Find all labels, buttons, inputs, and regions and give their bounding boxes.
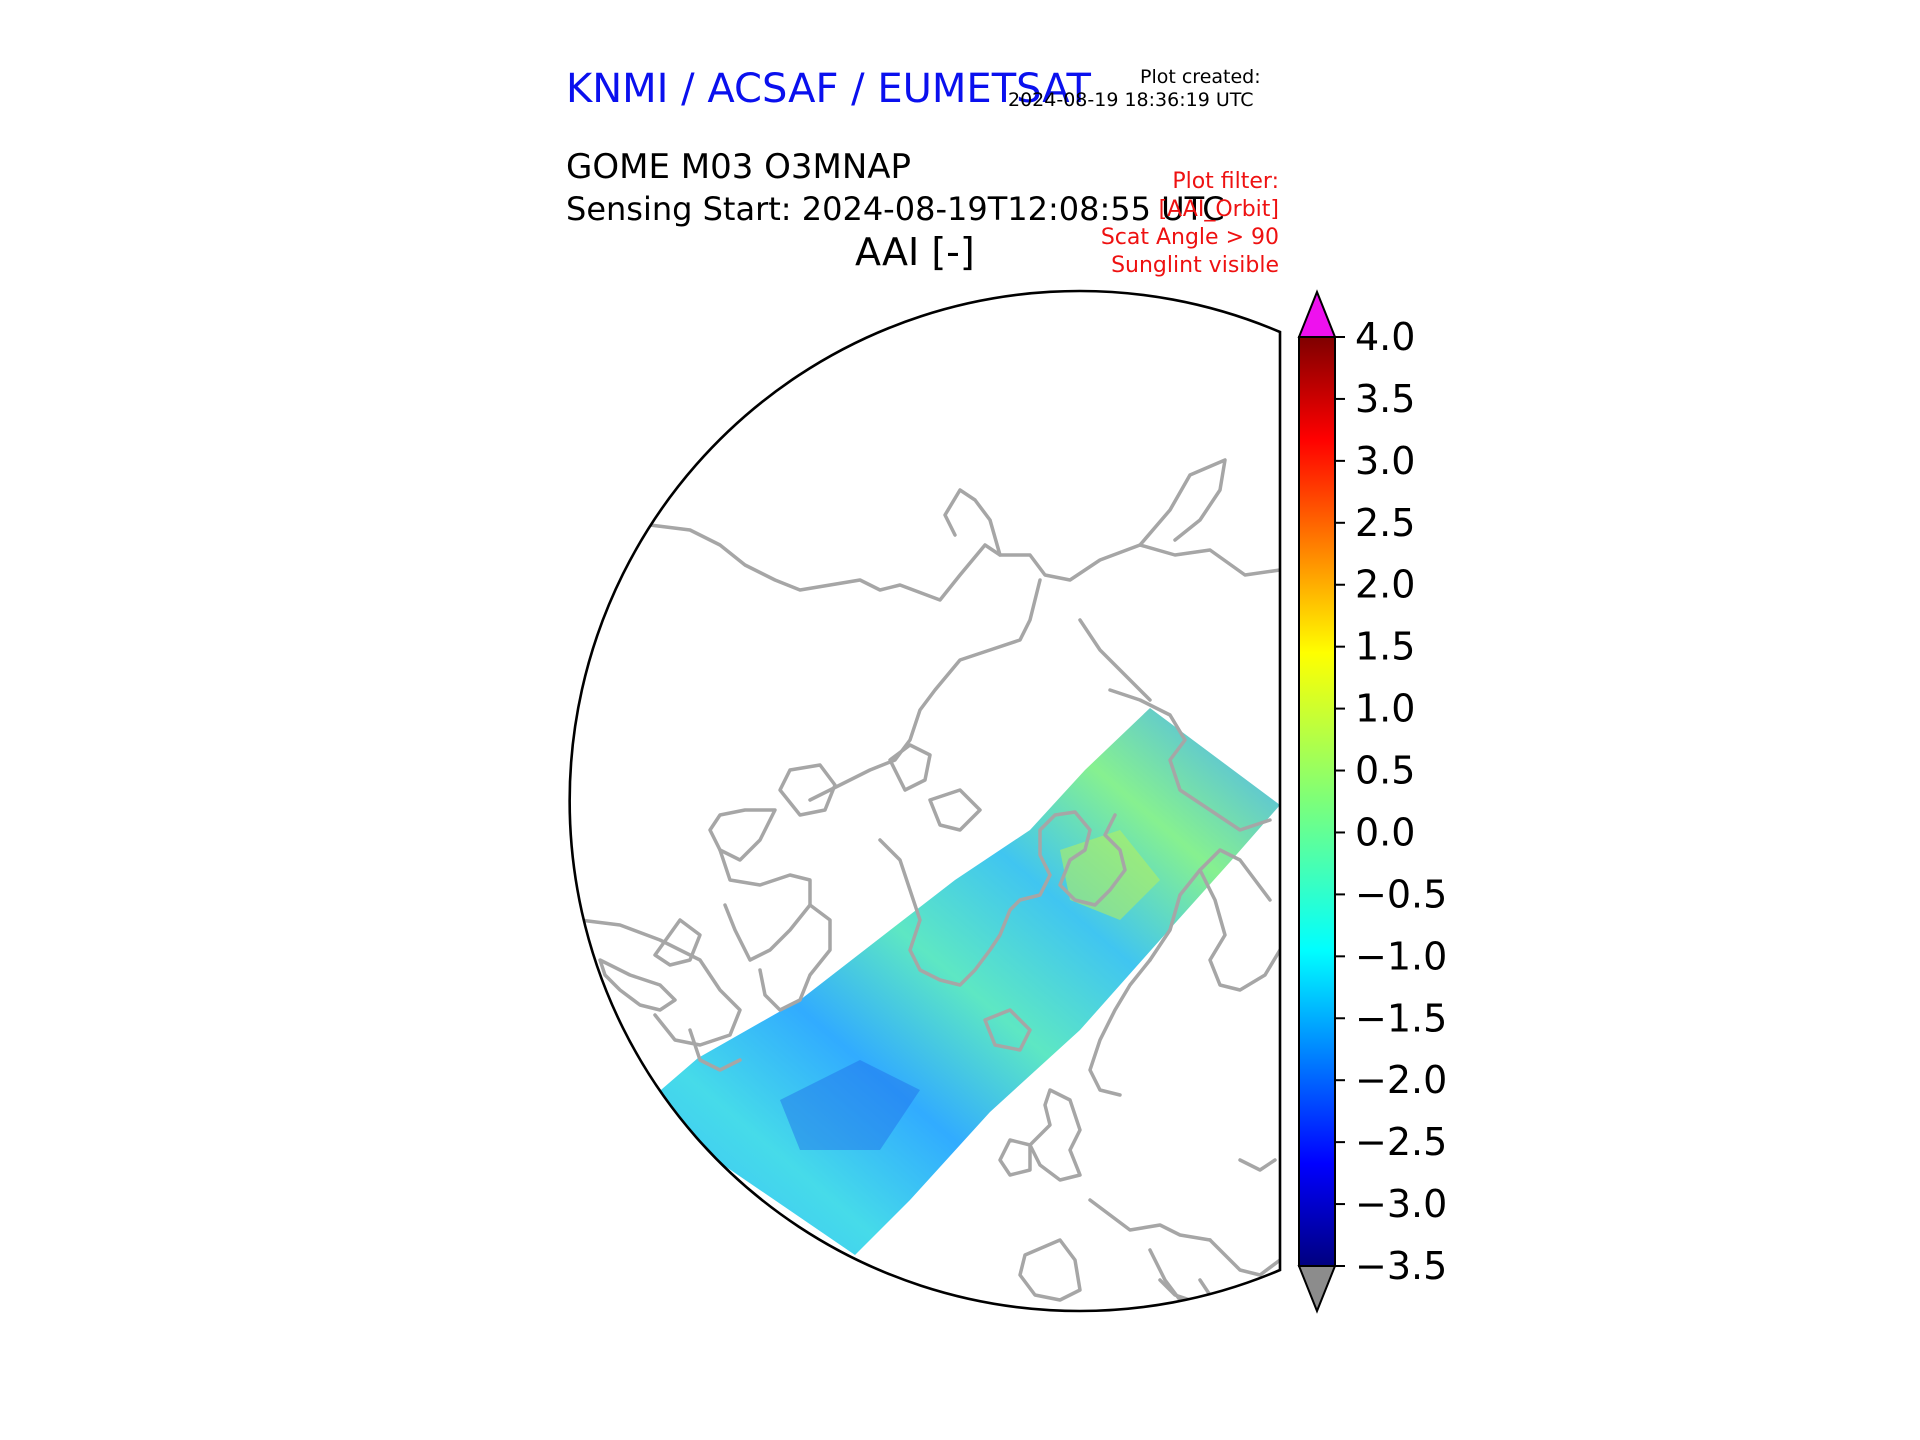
colorbar-tick-label: −2.0	[1355, 1058, 1447, 1102]
colorbar-tick-label: −1.0	[1355, 934, 1447, 978]
product-title: GOME M03 O3MNAP	[566, 147, 912, 187]
colorbar-tick-label: −2.5	[1355, 1120, 1447, 1164]
colorbar-tick-label: 2.5	[1355, 501, 1415, 545]
colorbar-tick-label: −0.5	[1355, 872, 1447, 916]
colorbar-tick-label: −1.5	[1355, 996, 1447, 1040]
colorbar-tick-label: −3.5	[1355, 1244, 1447, 1288]
colorbar-tick-label: 4.0	[1355, 315, 1415, 359]
colorbar-over-arrow	[1297, 289, 1337, 338]
map-clip-area	[578, 458, 1280, 1302]
coastlines	[578, 458, 1280, 1302]
colorbar-tick-label: 2.0	[1355, 563, 1415, 607]
plot-created-label: Plot created:	[1140, 66, 1261, 88]
map-panel	[568, 289, 1282, 1313]
colorbar-tick-label: 3.5	[1355, 377, 1415, 421]
swath-enhanced-patch	[1060, 830, 1160, 920]
colorbar-tick-label: 1.5	[1355, 625, 1415, 669]
colorbar-ticks: 4.0 3.5 3.0 2.5 2.0 1.5 1.0 0.5 0.0 −0.5 −1.0 −1.5 −…	[1335, 315, 1447, 1288]
swath-low-patch	[780, 1060, 920, 1150]
map-boundary	[568, 289, 1282, 1313]
colorbar-tick-label: 1.0	[1355, 687, 1415, 731]
plot-filter-label: Plot filter:	[1172, 169, 1279, 194]
variable-title: AAI [-]	[855, 230, 975, 274]
colorbar-gradient	[1298, 336, 1336, 1267]
colorbar-tick-label: −3.0	[1355, 1182, 1447, 1226]
colorbar-tick-label: 3.0	[1355, 439, 1415, 483]
sensing-start: Sensing Start: 2024-08-19T12:08:55 UTC	[566, 190, 1225, 228]
plot-filter-sunglint: Sunglint visible	[1111, 253, 1279, 278]
colorbar-tick-label: 0.5	[1355, 749, 1415, 793]
colorbar: 4.0 3.5 3.0 2.5 2.0 1.5 1.0 0.5 0.0 −0.5 −1.0 −1.5 −…	[1297, 289, 1447, 1314]
plot-created-time: 2024-08-19 18:36:19 UTC	[1008, 89, 1254, 111]
plot-filter-scat-angle: Scat Angle > 90	[1100, 225, 1279, 250]
agency-title: KNMI / ACSAF / EUMETSAT	[566, 66, 1091, 112]
colorbar-tick-label: 0.0	[1355, 810, 1415, 854]
colorbar-under-arrow	[1297, 1265, 1337, 1314]
plot-filter-orbit: [AAI_Orbit]	[1158, 197, 1279, 222]
